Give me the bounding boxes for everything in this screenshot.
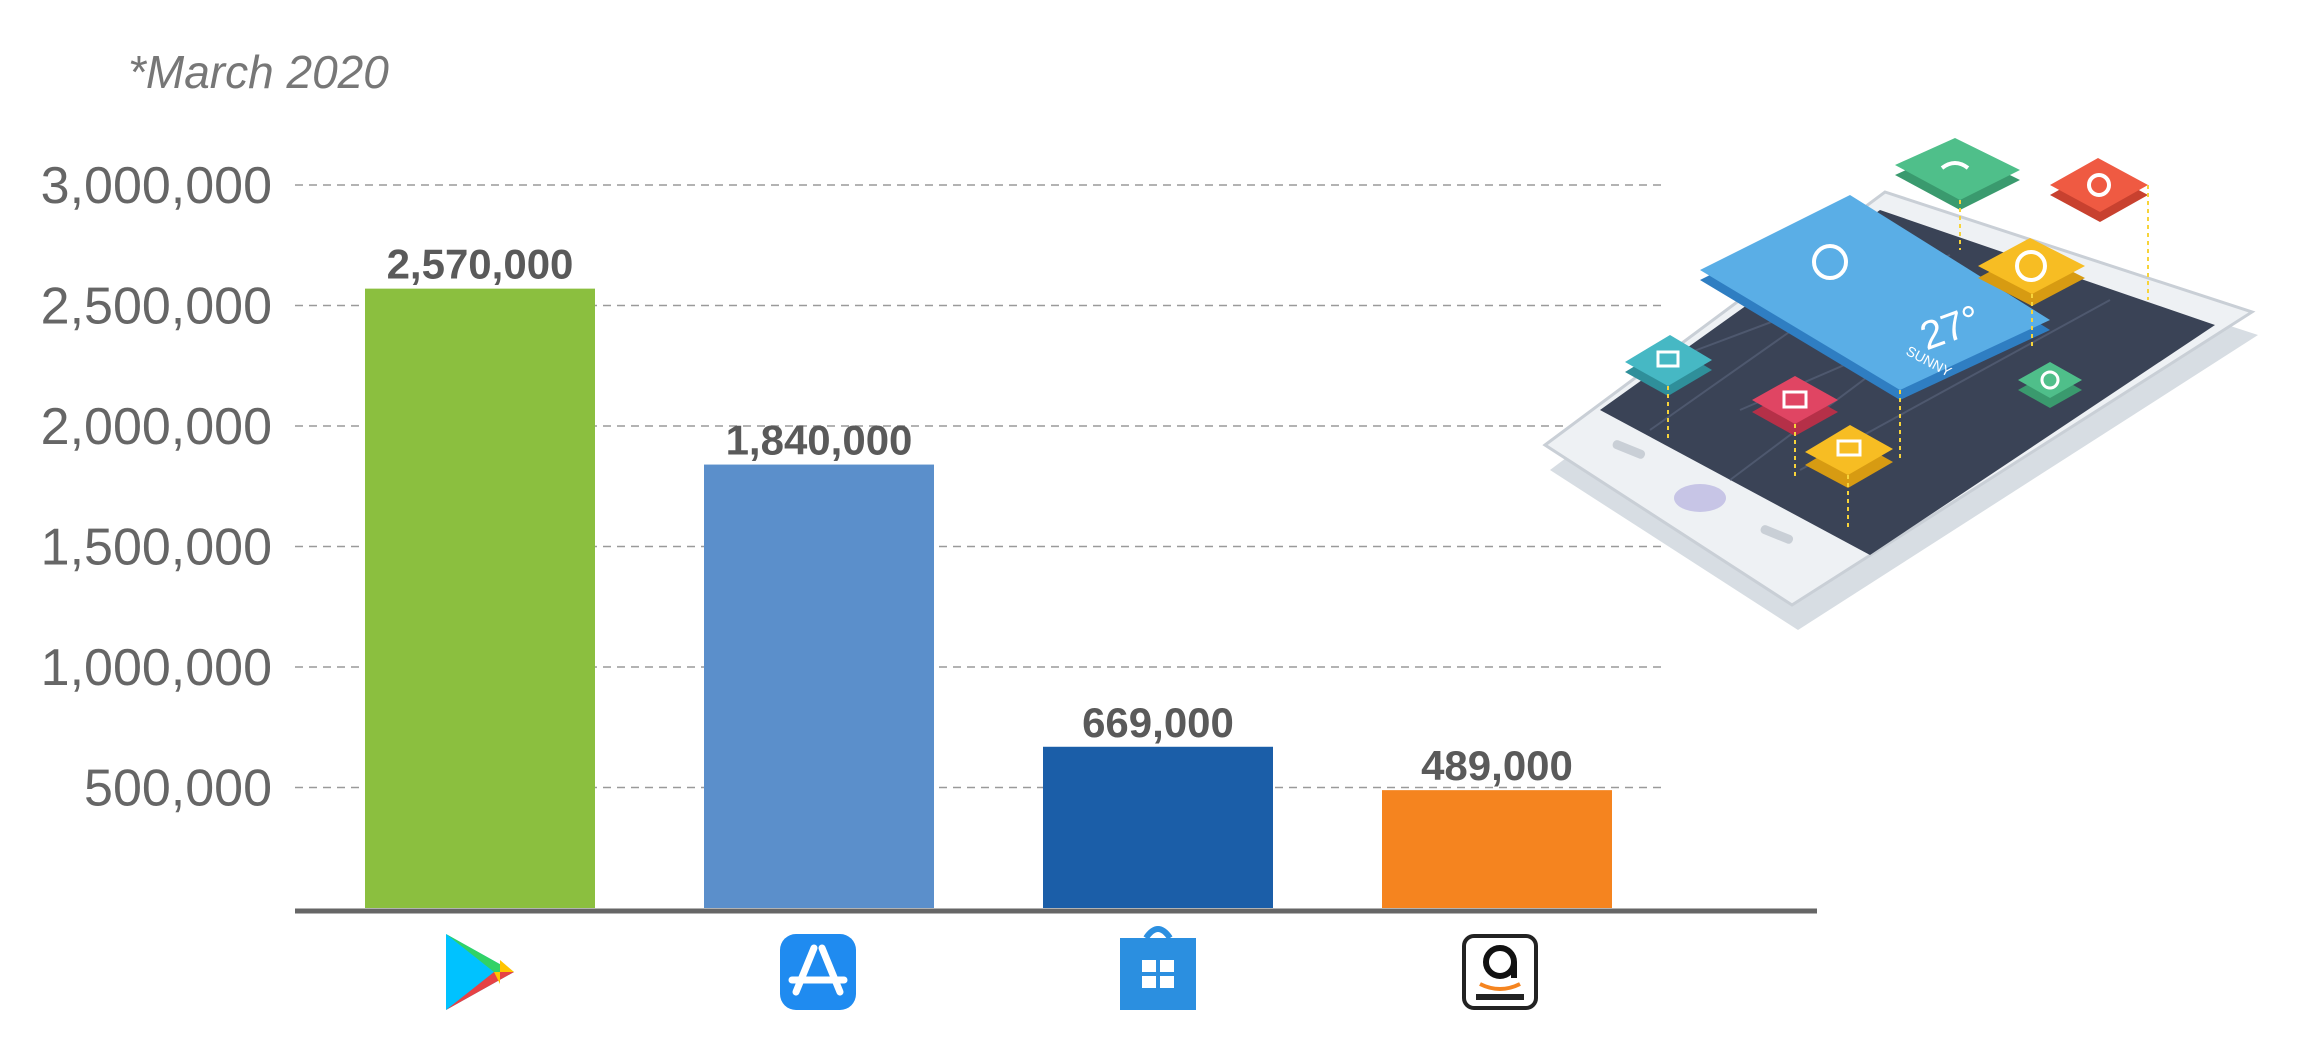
bar — [704, 464, 934, 908]
y-tick-label: 3,000,000 — [41, 157, 272, 215]
y-tick-label: 1,000,000 — [41, 639, 272, 697]
location-tile-icon — [2050, 158, 2148, 222]
value-label: 2,570,000 — [387, 241, 574, 288]
value-labels: 2,570,000 1,840,000 669,000 489,000 — [387, 241, 1573, 790]
mail-tile-icon — [1805, 425, 1893, 488]
bars — [365, 288, 1612, 908]
google-play-icon — [446, 934, 514, 1010]
y-tick-label: 2,000,000 — [41, 398, 272, 456]
y-tick-label: 500,000 — [84, 760, 272, 818]
wifi-tile-icon — [1895, 138, 2020, 210]
value-label: 669,000 — [1082, 699, 1234, 746]
settings-tile-icon — [2018, 362, 2082, 408]
bar — [1043, 746, 1273, 908]
bar — [365, 288, 595, 908]
value-label: 489,000 — [1421, 742, 1573, 789]
app-store-icon — [780, 934, 856, 1010]
value-label: 1,840,000 — [726, 417, 913, 464]
smartphone-illustration: 27° SUNNY — [1542, 138, 2258, 630]
date-note: *March 2020 — [128, 46, 389, 98]
amazon-appstore-icon — [1462, 934, 1538, 1010]
y-axis-ticks: 500,000 1,000,000 1,500,000 2,000,000 2,500,… — [41, 157, 272, 818]
y-tick-label: 2,500,000 — [41, 278, 272, 336]
weather-widget: 27° SUNNY — [1700, 195, 2050, 400]
chat-tile-icon — [1625, 335, 1712, 396]
y-tick-label: 1,500,000 — [41, 519, 272, 577]
windows-store-icon — [1120, 926, 1196, 1010]
battery-tile-icon — [1752, 376, 1838, 436]
bar — [1382, 790, 1612, 908]
play-tile-icon — [1978, 238, 2085, 306]
